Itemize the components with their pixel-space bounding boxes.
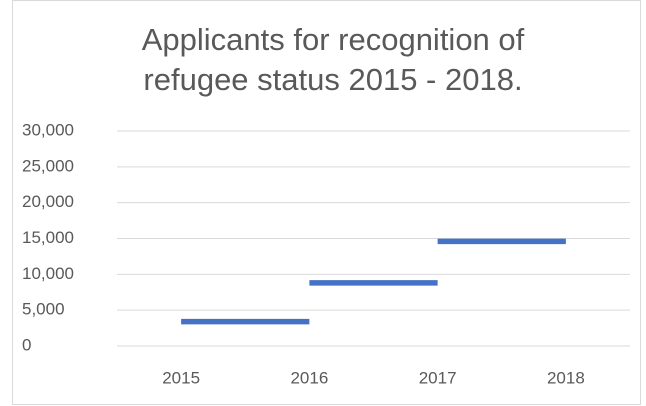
x-tick-label: 2016 — [290, 368, 328, 387]
y-tick-label: 25,000 — [22, 156, 74, 175]
x-tick-label: 2018 — [547, 368, 585, 387]
chart-border — [12, 0, 641, 405]
y-tick-label: 30,000 — [22, 120, 74, 139]
x-tick-label: 2015 — [162, 368, 200, 387]
y-tick-label: 5,000 — [22, 300, 65, 319]
chart-title: Applicants for recognition of refugee st… — [141, 22, 525, 97]
x-tick-label: 2017 — [419, 368, 457, 387]
y-tick-label: 10,000 — [22, 264, 74, 283]
y-tick-label: 0 — [22, 335, 31, 354]
y-tick-label: 20,000 — [22, 192, 74, 211]
y-tick-label: 15,000 — [22, 228, 74, 247]
